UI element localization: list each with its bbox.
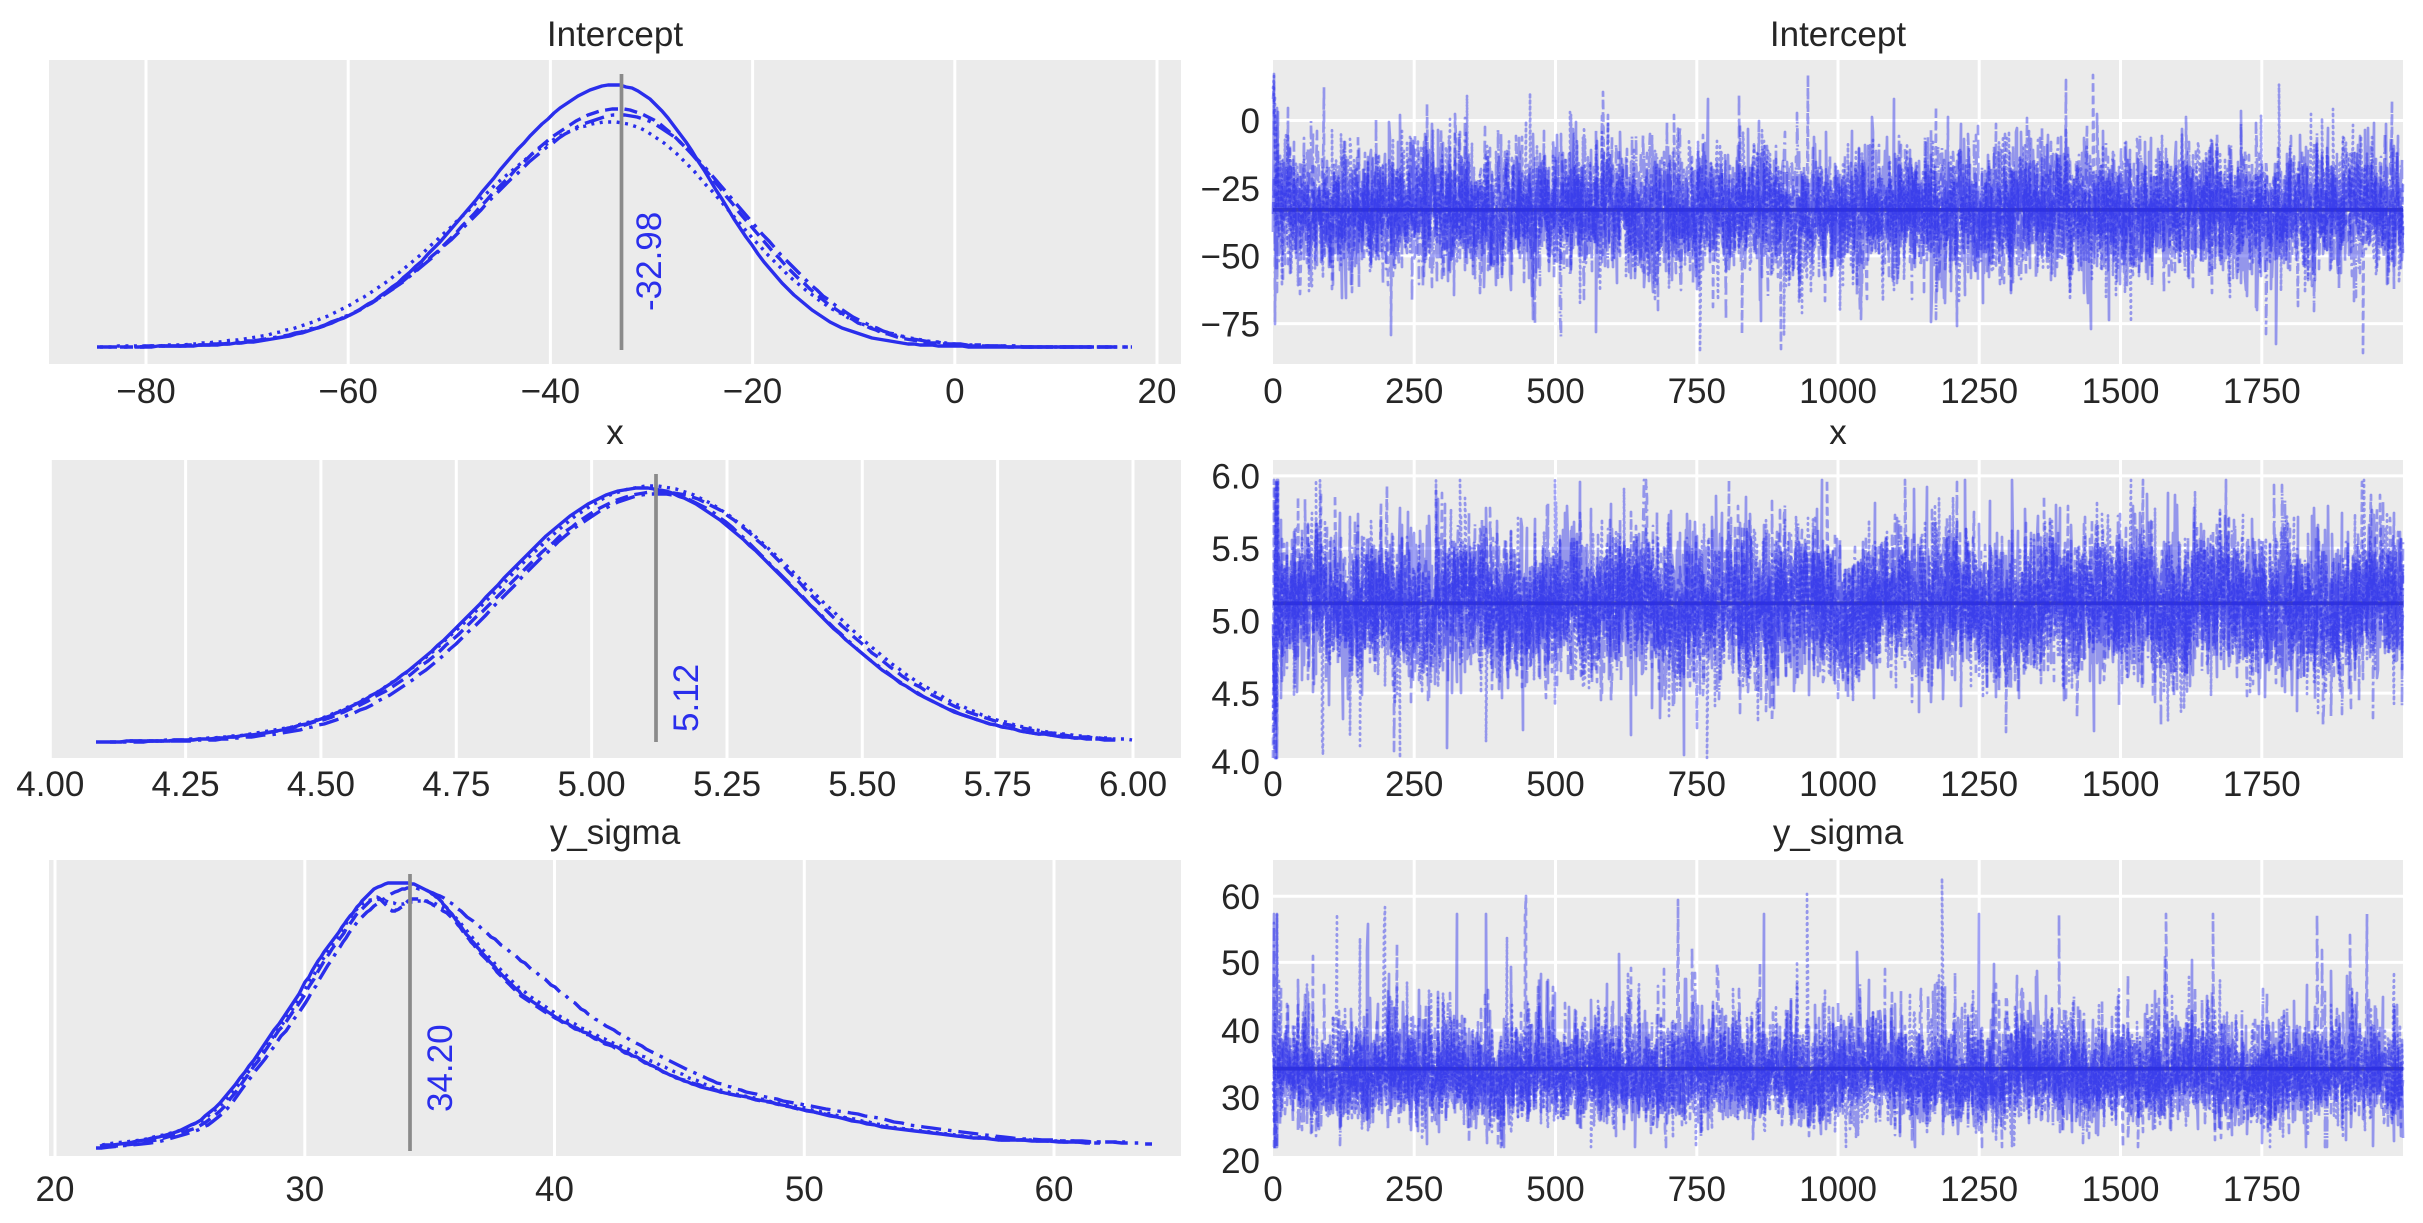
svg-text:5.00: 5.00 [558, 765, 626, 804]
svg-text:0: 0 [1263, 1170, 1282, 1209]
svg-text:250: 250 [1385, 372, 1443, 411]
svg-text:−40: −40 [521, 372, 580, 411]
svg-text:60: 60 [1221, 878, 1260, 917]
svg-text:−75: −75 [1201, 305, 1260, 344]
svg-text:4.75: 4.75 [422, 765, 490, 804]
svg-text:1750: 1750 [2223, 372, 2301, 411]
svg-text:6.0: 6.0 [1211, 458, 1260, 497]
svg-text:500: 500 [1526, 372, 1584, 411]
svg-text:-32.98: -32.98 [630, 212, 669, 311]
svg-text:−80: −80 [116, 372, 175, 411]
svg-text:1250: 1250 [1940, 1170, 2018, 1209]
svg-text:Intercept: Intercept [547, 15, 683, 54]
svg-text:50: 50 [1221, 944, 1260, 983]
svg-text:20: 20 [1221, 1142, 1260, 1181]
svg-text:0: 0 [1241, 102, 1260, 141]
svg-text:500: 500 [1526, 1170, 1584, 1209]
svg-text:750: 750 [1668, 372, 1726, 411]
svg-text:x: x [606, 413, 624, 452]
svg-text:5.25: 5.25 [693, 765, 761, 804]
svg-text:4.5: 4.5 [1211, 675, 1260, 714]
svg-text:1250: 1250 [1940, 372, 2018, 411]
svg-text:1250: 1250 [1940, 765, 2018, 804]
svg-text:250: 250 [1385, 765, 1443, 804]
svg-text:5.12: 5.12 [667, 664, 706, 732]
svg-text:1000: 1000 [1799, 765, 1877, 804]
svg-text:Intercept: Intercept [1770, 15, 1906, 54]
svg-text:1750: 1750 [2223, 1170, 2301, 1209]
svg-text:1750: 1750 [2223, 765, 2301, 804]
svg-text:−25: −25 [1201, 170, 1260, 209]
svg-text:30: 30 [1221, 1079, 1260, 1118]
svg-text:500: 500 [1526, 765, 1584, 804]
svg-text:0: 0 [1263, 765, 1282, 804]
svg-text:750: 750 [1668, 765, 1726, 804]
svg-text:5.0: 5.0 [1211, 602, 1260, 641]
svg-text:1000: 1000 [1799, 1170, 1877, 1209]
svg-text:40: 40 [1221, 1012, 1260, 1051]
svg-text:20: 20 [36, 1170, 75, 1209]
svg-text:50: 50 [785, 1170, 824, 1209]
svg-text:−60: −60 [319, 372, 378, 411]
svg-text:40: 40 [535, 1170, 574, 1209]
svg-text:6.00: 6.00 [1099, 765, 1167, 804]
svg-text:1500: 1500 [2082, 372, 2160, 411]
svg-text:750: 750 [1668, 1170, 1726, 1209]
svg-text:4.50: 4.50 [287, 765, 355, 804]
svg-text:20: 20 [1138, 372, 1177, 411]
svg-text:4.00: 4.00 [16, 765, 84, 804]
svg-text:−50: −50 [1201, 238, 1260, 277]
svg-text:250: 250 [1385, 1170, 1443, 1209]
svg-text:1000: 1000 [1799, 372, 1877, 411]
svg-text:0: 0 [945, 372, 964, 411]
svg-text:30: 30 [285, 1170, 324, 1209]
svg-text:5.75: 5.75 [964, 765, 1032, 804]
svg-text:5.5: 5.5 [1211, 530, 1260, 569]
svg-text:5.50: 5.50 [828, 765, 896, 804]
svg-text:60: 60 [1035, 1170, 1074, 1209]
svg-text:4.25: 4.25 [152, 765, 220, 804]
svg-text:0: 0 [1263, 372, 1282, 411]
svg-text:4.0: 4.0 [1211, 743, 1260, 782]
svg-text:y_sigma: y_sigma [550, 813, 681, 852]
svg-text:x: x [1829, 413, 1847, 452]
svg-text:34.20: 34.20 [421, 1024, 460, 1112]
svg-text:y_sigma: y_sigma [1773, 813, 1904, 852]
svg-text:1500: 1500 [2082, 1170, 2160, 1209]
svg-text:1500: 1500 [2082, 765, 2160, 804]
svg-text:−20: −20 [723, 372, 782, 411]
